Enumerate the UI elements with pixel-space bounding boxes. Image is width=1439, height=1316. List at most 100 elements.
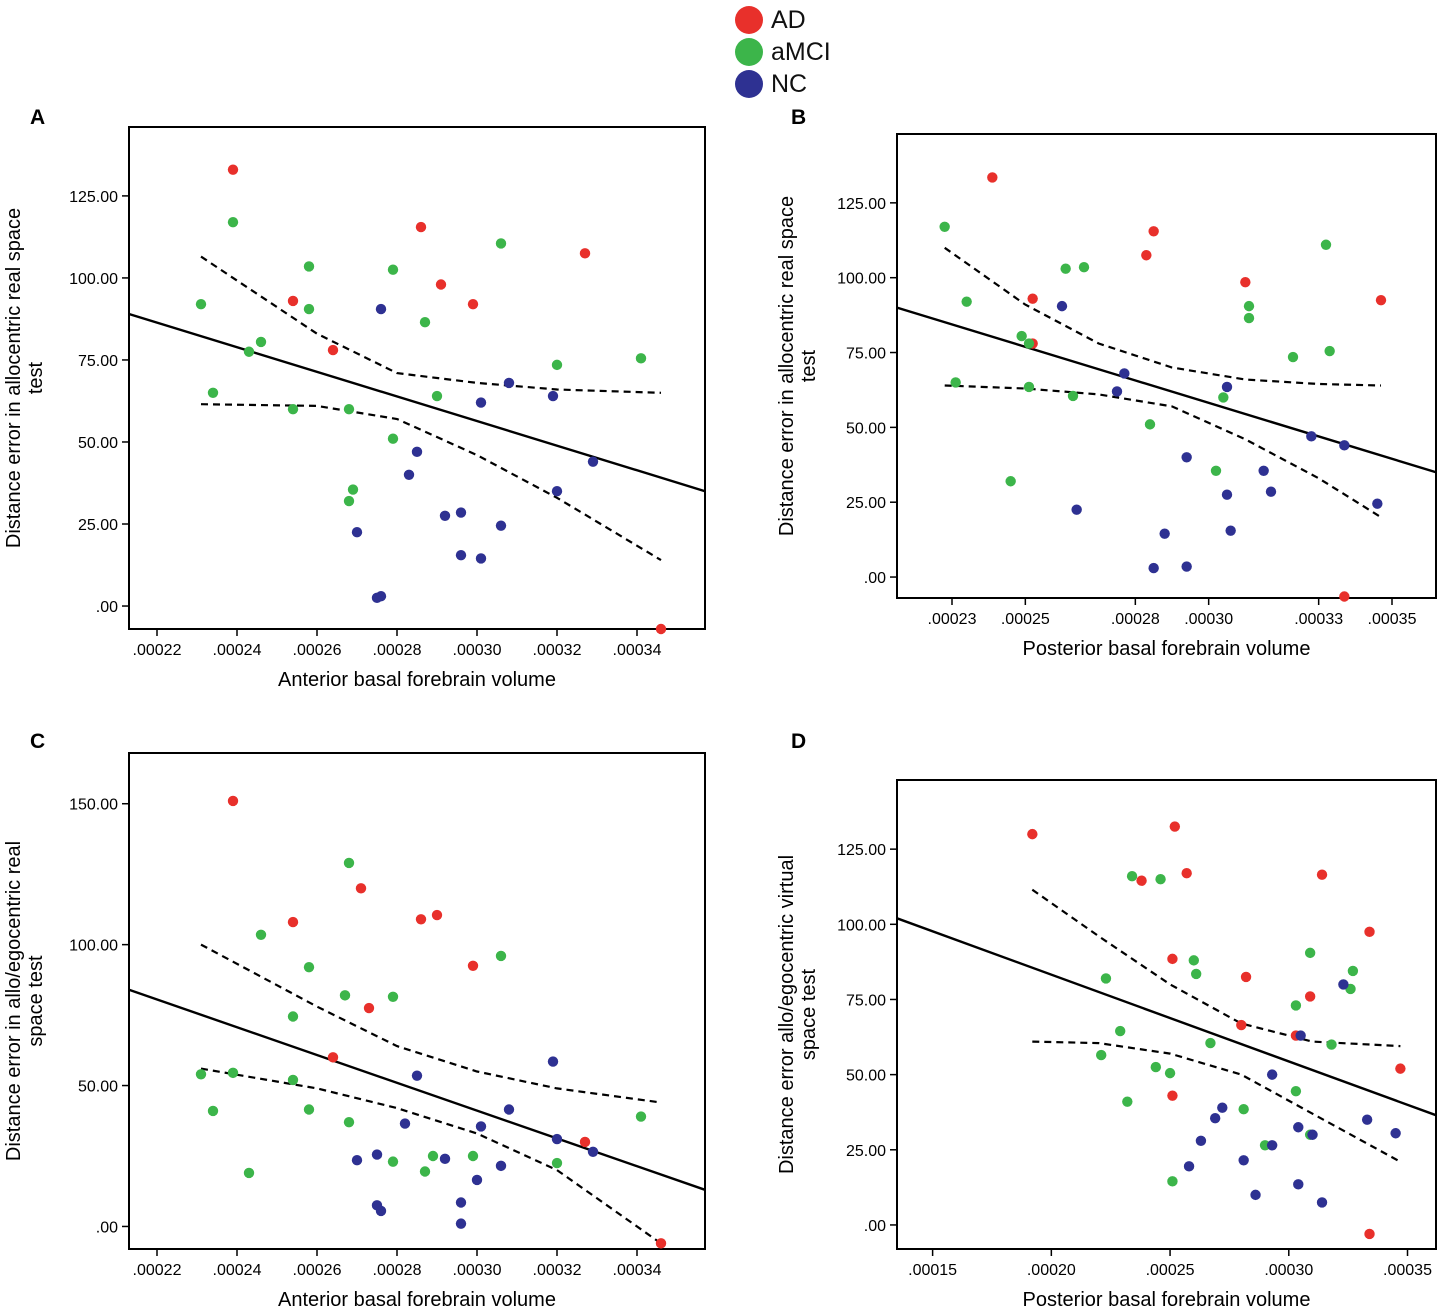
point-nc <box>1119 368 1130 379</box>
y-tick-label-b: 100.00 <box>837 271 886 288</box>
point-ad <box>579 1136 591 1148</box>
point-nc <box>1221 489 1233 500</box>
y-axis-label-line: space test <box>798 968 820 1060</box>
panel-letter-b: B <box>791 106 806 129</box>
y-axis-label-line: space test <box>25 955 47 1047</box>
x-tick-label-d: .00030 <box>1264 1262 1313 1279</box>
point-ad <box>1364 1228 1375 1240</box>
point-amci <box>1243 312 1255 324</box>
ci-upper-d <box>1031 888 1401 1048</box>
point-nc <box>439 1153 451 1165</box>
point-amci <box>387 991 399 1002</box>
plot-frame-b <box>896 133 1437 599</box>
x-tick-label-d: .00035 <box>1383 1262 1432 1279</box>
point-nc <box>1238 1155 1249 1166</box>
point-nc <box>1056 300 1068 312</box>
point-amci <box>961 296 972 307</box>
x-tick-label-a: .00032 <box>533 642 582 659</box>
x-axis-label-b: Posterior basal forebrain volume <box>1023 638 1311 660</box>
y-axis-label-line: Distance error in allocentric real space <box>776 196 798 536</box>
panel-c: C .00022 .00024 .00026 .00028 .00030 .00032 .00… <box>3 730 706 1311</box>
point-ad <box>227 795 239 807</box>
y-axis-label-d: Distance error allo/egocentric virtualsp… <box>776 855 820 1174</box>
series-nc-a <box>351 303 599 604</box>
panel-letter-c: C <box>30 730 45 753</box>
point-amci <box>1238 1104 1249 1115</box>
x-tick-label-c: .00022 <box>133 1262 182 1279</box>
y-tick-label-b: .00 <box>864 570 886 587</box>
point-nc <box>1209 1113 1221 1124</box>
point-amci <box>343 403 355 415</box>
point-amci <box>303 261 315 272</box>
x-tick-label-c: .00030 <box>453 1262 502 1279</box>
x-tick-label-d: .00020 <box>1027 1262 1076 1279</box>
point-nc <box>371 592 383 604</box>
point-nc <box>1183 1161 1195 1172</box>
point-nc <box>503 377 515 389</box>
point-nc <box>1390 1128 1401 1139</box>
point-amci <box>243 1167 255 1179</box>
y-tick-label-d: 100.00 <box>837 917 886 934</box>
point-amci <box>1096 1049 1107 1061</box>
y-axis-label-line: test <box>25 361 47 394</box>
point-ad <box>287 916 299 928</box>
point-nc <box>1293 1122 1304 1133</box>
point-amci <box>207 1105 219 1117</box>
series-ad-d <box>1027 821 1406 1240</box>
point-amci <box>419 1166 431 1177</box>
point-amci <box>950 377 961 388</box>
point-ad <box>1027 293 1038 304</box>
y-tick-label-d: 75.00 <box>846 992 886 1009</box>
point-ad <box>435 279 447 290</box>
fit-line-c <box>129 988 705 1191</box>
point-amci <box>303 961 315 973</box>
point-amci <box>243 346 255 357</box>
y-axis-label-line: Distance error allo/egocentric virtual <box>776 855 798 1174</box>
point-nc <box>547 390 559 402</box>
point-amci <box>347 484 359 495</box>
point-ad <box>327 1052 339 1063</box>
point-ad <box>1240 276 1251 288</box>
point-amci <box>635 1111 647 1122</box>
point-amci <box>387 433 399 444</box>
x-tick-label-a: .00022 <box>133 642 182 659</box>
y-axis-label-line: Distance error in allocentric real space <box>3 208 25 548</box>
point-nc <box>1195 1135 1207 1146</box>
point-amci <box>343 1116 355 1128</box>
point-ad <box>1304 991 1316 1002</box>
point-nc <box>1265 486 1277 497</box>
point-amci <box>195 298 207 310</box>
plot-frame-d <box>896 779 1437 1250</box>
point-amci <box>551 1157 563 1169</box>
plot-frame-a <box>128 126 706 630</box>
series-ad-b <box>987 172 1387 602</box>
point-amci <box>939 221 950 232</box>
panel-b: B .00023 .00025 .00028 .00030 .00033 .00035 .00… <box>776 106 1437 660</box>
x-tick-label-b: .00035 <box>1368 611 1417 628</box>
x-tick-label-a: .00026 <box>293 642 342 659</box>
y-tick-label-a: 100.00 <box>69 271 118 288</box>
point-nc <box>375 303 387 315</box>
point-ad <box>579 248 591 259</box>
point-nc <box>351 1155 363 1166</box>
point-nc <box>1071 504 1082 515</box>
point-nc <box>1250 1189 1261 1201</box>
point-ad <box>467 960 479 971</box>
x-tick-label-c: .00024 <box>213 1262 262 1279</box>
point-ad <box>1169 821 1181 832</box>
y-tick-label-d: 125.00 <box>837 842 886 859</box>
point-amci <box>1122 1096 1133 1107</box>
x-tick-label-c: .00034 <box>613 1262 662 1279</box>
series-nc-b <box>1056 300 1383 574</box>
point-amci <box>1287 351 1299 363</box>
point-amci <box>1243 300 1255 312</box>
point-amci <box>1100 973 1112 984</box>
point-ad <box>1181 867 1192 879</box>
x-tick-label-b: .00025 <box>1001 611 1050 628</box>
point-nc <box>475 553 487 564</box>
point-ad <box>655 623 667 635</box>
point-ad <box>1236 1019 1247 1031</box>
y-tick-label-d: 50.00 <box>846 1068 886 1085</box>
point-ad <box>431 909 443 921</box>
